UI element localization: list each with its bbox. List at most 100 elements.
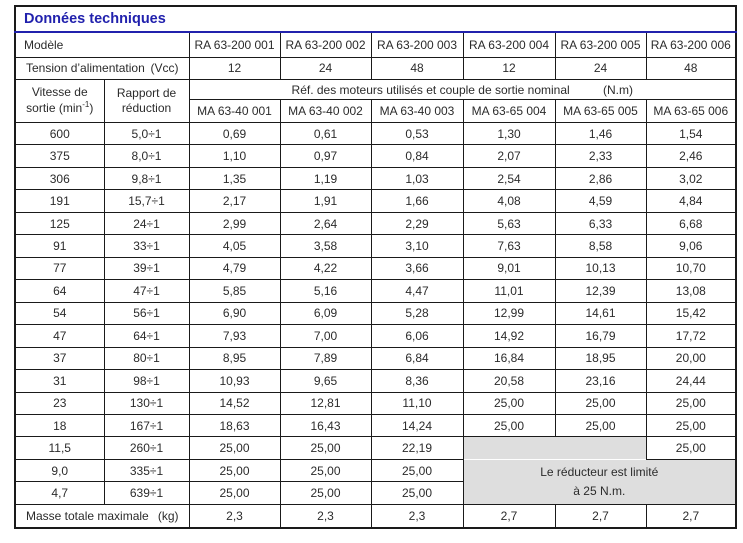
table-row: 191 15,7÷1 2,17 1,91 1,66 4,08 4,59 4,84 [14,189,737,213]
rapport-header-cell: Rapport de réduction [103,79,190,123]
torque-cell: 9,06 [645,234,737,258]
torque-cell: 2,17 [188,189,281,213]
speed-cell: 191 [14,189,105,213]
torque-cell: 25,00 [188,436,281,460]
ratio-cell: 9,8÷1 [103,166,190,191]
torque-cell: 3,02 [645,166,737,191]
tension-cell: 12 [462,56,556,81]
ratio-cell: 167÷1 [103,414,190,438]
torque-cell: 5,63 [462,211,556,236]
tension-label-wrap: Tension d’alimentation (Vcc) [18,61,187,75]
ref-header-row: Vitesse de sortie (min-1) Rapport de réd… [14,79,737,123]
torque-cell: 15,42 [645,301,737,326]
technical-data-table: Données techniques Modèle RA 63-200 001 … [14,5,738,529]
masse-cell: 2,3 [279,503,372,529]
speed-cell: 77 [14,256,105,281]
table-row: 600 5,0÷1 0,69 0,61 0,53 1,30 1,46 1,54 [14,121,737,146]
tension-row: Tension d’alimentation (Vcc) 12 24 48 12… [14,56,737,81]
torque-cell: 25,00 [279,481,372,505]
tension-cell: 12 [188,56,281,81]
tension-cell: 24 [279,56,372,81]
masse-cell: 2,3 [188,503,281,529]
torque-cell: 14,92 [462,324,556,348]
torque-cell: 7,00 [279,324,372,348]
torque-cell: 12,39 [554,279,647,303]
motor-cell: MA 63-40 002 [279,99,372,123]
torque-cell: 6,90 [188,301,281,326]
torque-cell: 2,29 [370,211,464,236]
torque-cell: 13,08 [645,279,737,303]
torque-cell: 11,10 [370,391,464,416]
masse-unit: (kg) [157,508,179,523]
torque-cell: 3,58 [279,234,372,258]
torque-cell: 24,44 [645,369,737,393]
speed-cell: 125 [14,211,105,236]
torque-cell: 25,00 [188,481,281,505]
model-row: Modèle RA 63-200 001 RA 63-200 002 RA 63… [14,31,737,58]
torque-cell: 5,85 [188,279,281,303]
motor-row: MA 63-40 001 MA 63-40 002 MA 63-40 003 M… [15,99,737,123]
torque-cell: 2,86 [554,166,647,191]
table-row: 31 98÷1 10,93 9,65 8,36 20,58 23,16 24,4… [14,369,737,393]
vitesse-close: ) [89,101,94,116]
torque-cell: 1,30 [462,121,556,146]
speed-cell: 91 [14,234,105,258]
datasheet: Données techniques Modèle RA 63-200 001 … [14,5,738,529]
torque-cell: 25,00 [370,458,464,483]
torque-cell: 1,66 [370,189,464,213]
torque-cell: 6,84 [370,346,464,371]
speed-cell: 47 [14,324,105,348]
speed-cell: 18 [14,414,105,438]
masse-label-cell: Masse totale maximale (kg) [14,503,190,529]
torque-cell: 9,65 [279,369,372,393]
torque-cell: 16,43 [279,414,372,438]
torque-cell: 25,00 [462,391,556,416]
torque-cell: 25,00 [188,458,281,483]
ratio-cell: 8,0÷1 [103,144,190,168]
table-row: 91 33÷1 4,05 3,58 3,10 7,63 8,58 9,06 [14,234,737,258]
torque-cell: 7,63 [462,234,556,258]
torque-cell: 4,59 [554,189,647,213]
tension-label-cell: Tension d’alimentation (Vcc) [14,56,190,81]
speed-cell: 9,0 [14,458,105,483]
torque-cell: 25,00 [279,436,372,460]
page-title: Données techniques [24,10,166,27]
ratio-cell: 5,0÷1 [103,121,190,146]
tension-cell: 48 [370,56,464,81]
model-cell: RA 63-200 003 [370,31,464,58]
tension-label: Tension d’alimentation [26,61,145,76]
table-row: 306 9,8÷1 1,35 1,19 1,03 2,54 2,86 3,02 [14,166,737,191]
torque-cell: 4,08 [462,189,556,213]
torque-cell: 11,01 [462,279,556,303]
table-row: 11,5 260÷1 25,00 25,00 22,19 25,00 [14,436,737,460]
torque-cell: 17,72 [645,324,737,348]
vitesse-sup: -1 [82,100,90,110]
masse-cell: 2,3 [370,503,464,529]
ratio-cell: 335÷1 [103,458,190,483]
torque-cell: 18,63 [188,414,281,438]
model-label: Modèle [14,31,190,58]
table-row: 18 167÷1 18,63 16,43 14,24 25,00 25,00 2… [14,414,737,438]
torque-cell: 14,52 [188,391,281,416]
torque-cell: 0,97 [279,144,372,168]
ratio-cell: 56÷1 [103,301,190,326]
torque-cell: 4,79 [188,256,281,281]
torque-cell: 2,33 [554,144,647,168]
torque-cell: 7,93 [188,324,281,348]
torque-cell: 6,06 [370,324,464,348]
torque-cell: 10,70 [645,256,737,281]
torque-cell: 4,05 [188,234,281,258]
torque-cell: 25,00 [554,391,647,416]
torque-cell: 2,64 [279,211,372,236]
model-cell: RA 63-200 002 [279,31,372,58]
torque-cell: 20,58 [462,369,556,393]
torque-cell: 14,24 [370,414,464,438]
torque-cell: 25,00 [645,436,737,460]
torque-cell: 10,13 [554,256,647,281]
model-cell: RA 63-200 001 [188,31,281,58]
vitesse-line2: sortie (min [26,101,83,116]
table-row: 375 8,0÷1 1,10 0,97 0,84 2,07 2,33 2,46 [14,144,737,168]
torque-cell: 18,95 [554,346,647,371]
torque-cell: 1,03 [370,166,464,191]
torque-cell: 1,54 [645,121,737,146]
